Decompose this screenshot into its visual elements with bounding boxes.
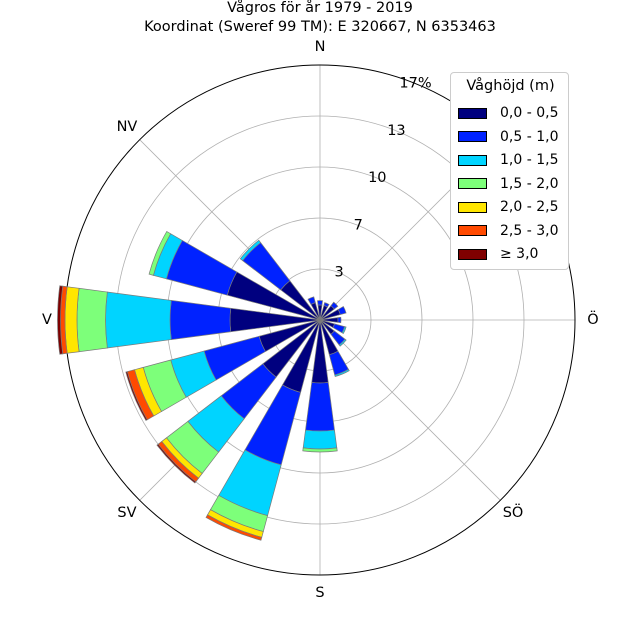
sector-segment [148, 231, 172, 276]
legend-item: 0,0 - 0,5 [458, 104, 558, 122]
direction-label: Ö [587, 310, 598, 328]
sector-segment [105, 291, 172, 349]
direction-label: SÖ [503, 503, 524, 521]
sector-segment [205, 514, 263, 541]
radial-tick-label: 17% [399, 76, 431, 92]
radial-tick-label: 10 [368, 170, 386, 186]
legend-label: 0,0 - 0,5 [500, 105, 559, 121]
sector-segment [341, 326, 347, 334]
legend-item: 1,5 - 2,0 [458, 175, 558, 193]
legend-swatch [458, 131, 487, 142]
legend-swatch [458, 225, 487, 236]
legend-label: 2,5 - 3,0 [500, 222, 559, 239]
direction-label: V [42, 312, 52, 328]
grid-spoke [319, 319, 501, 501]
sector-segment [125, 371, 148, 421]
sector-segment [307, 296, 316, 305]
legend-label: 2,0 - 2,5 [500, 199, 559, 215]
legend-swatch [458, 178, 487, 189]
sector-segment [169, 300, 232, 340]
legend-item: 2,5 - 3,0 [458, 222, 558, 240]
legend-item: 2,0 - 2,5 [458, 198, 558, 216]
radial-tick-label: 7 [354, 217, 363, 233]
sector-segment [323, 302, 330, 308]
sector-segment [302, 447, 338, 453]
radial-tick-label: 13 [387, 123, 405, 139]
direction-label: NV [117, 119, 138, 135]
legend-label: 1,5 - 2,0 [500, 175, 559, 192]
legend-item: ≥ 3,0 [458, 245, 538, 263]
sector-segment [305, 382, 335, 432]
direction-label: S [315, 585, 324, 601]
radial-tick-label: 3 [334, 265, 343, 281]
sector-segment [330, 301, 339, 310]
chart-subtitle: Koordinat (Sweref 99 TM): E 320667, N 63… [144, 19, 496, 35]
sector-segment [156, 443, 197, 484]
sector-segment [76, 287, 108, 353]
sector-segment [334, 368, 350, 377]
legend-item: 1,0 - 1,5 [458, 151, 558, 169]
sector-segment [337, 306, 347, 315]
sector-segment [57, 285, 64, 355]
sectors [57, 231, 350, 541]
sector-segment [239, 239, 262, 262]
sector-segment [229, 307, 321, 333]
legend-swatch [458, 154, 487, 166]
direction-label: SV [117, 505, 136, 521]
legend-label: 0,5 - 1,0 [500, 128, 559, 145]
legend-label: 1,0 - 1,5 [500, 152, 559, 168]
direction-label: N [315, 39, 326, 55]
legend-label: ≥ 3,0 [500, 246, 539, 262]
sector-segment [64, 286, 80, 354]
chart-title: Vågros för år 1979 - 2019 [227, 0, 413, 16]
legend-item: 0,5 - 1,0 [458, 128, 558, 146]
legend-swatch [458, 107, 487, 119]
legend-swatch [458, 248, 487, 260]
legend-swatch [458, 201, 487, 213]
sector-segment [337, 316, 342, 324]
legend-title: Våghöjd (m) [466, 78, 555, 94]
legend: Våghöjd (m) 0,0 - 0,5 0,5 - 1,0 1,0 - 1,5 1… [450, 72, 569, 270]
sector-segment [302, 429, 338, 450]
sector-segment [338, 338, 347, 347]
sector-segment [317, 300, 323, 306]
